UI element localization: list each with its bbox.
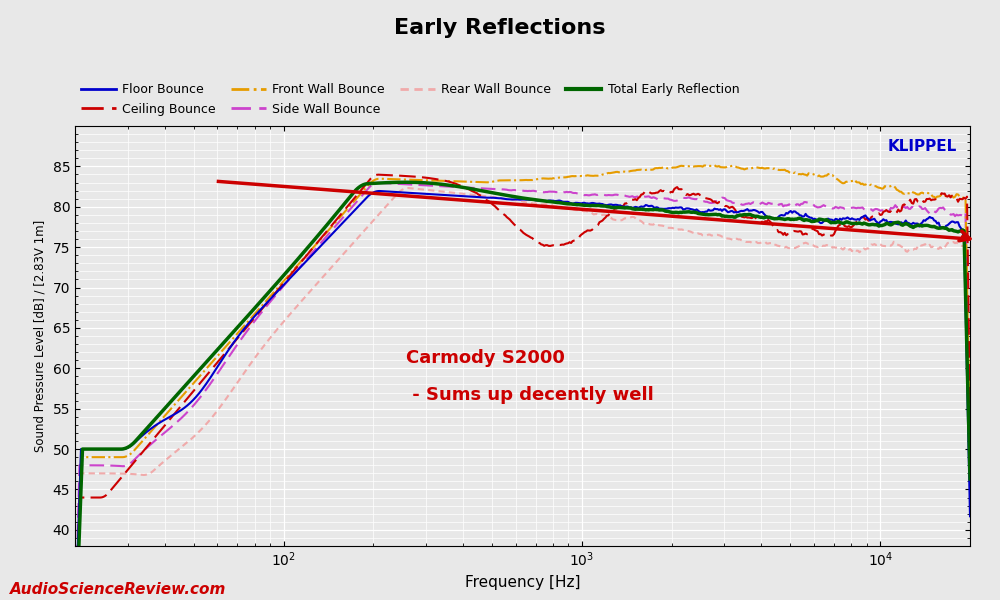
Rear Wall Bounce	[299, 293, 311, 301]
X-axis label: Frequency [Hz]: Frequency [Hz]	[465, 575, 580, 590]
Rear Wall Bounce	[744, 238, 756, 245]
Text: AudioScienceReview.com: AudioScienceReview.com	[10, 582, 226, 597]
Side Wall Bounce	[598, 191, 610, 199]
Front Wall Bounce	[964, 441, 976, 448]
Line: Ceiling Bounce: Ceiling Bounce	[75, 175, 970, 600]
Front Wall Bounce	[227, 334, 239, 341]
Text: Carmody S2000: Carmody S2000	[406, 349, 565, 367]
Text: Early Reflections: Early Reflections	[394, 18, 606, 38]
Ceiling Bounce	[598, 215, 610, 223]
Ceiling Bounce	[475, 193, 487, 200]
Front Wall Bounce	[474, 178, 486, 185]
Line: Rear Wall Bounce: Rear Wall Bounce	[75, 188, 970, 600]
Total Early Reflection	[399, 179, 411, 186]
Side Wall Bounce	[668, 197, 680, 205]
Y-axis label: Sound Pressure Level [dB] / [2.83V 1m]: Sound Pressure Level [dB] / [2.83V 1m]	[34, 220, 47, 452]
Front Wall Bounce	[596, 171, 608, 178]
Floor Bounce	[744, 207, 756, 214]
Floor Bounce	[299, 259, 311, 266]
Text: - Sums up decently well: - Sums up decently well	[406, 386, 654, 404]
Front Wall Bounce	[744, 165, 756, 172]
Front Wall Bounce	[667, 164, 679, 171]
Total Early Reflection	[299, 247, 311, 254]
Side Wall Bounce	[744, 200, 756, 208]
Front Wall Bounce	[708, 161, 720, 169]
Ceiling Bounce	[744, 214, 756, 221]
Floor Bounce	[598, 201, 610, 208]
Legend: Floor Bounce, Ceiling Bounce, Front Wall Bounce, Side Wall Bounce, Rear Wall Bou: Floor Bounce, Ceiling Bounce, Front Wall…	[81, 83, 739, 116]
Ceiling Bounce	[372, 171, 384, 178]
Side Wall Bounce	[475, 185, 487, 192]
Side Wall Bounce	[964, 484, 976, 491]
Ceiling Bounce	[668, 185, 680, 193]
Line: Front Wall Bounce: Front Wall Bounce	[75, 165, 970, 600]
Text: KLIPPEL: KLIPPEL	[887, 139, 957, 154]
Line: Floor Bounce: Floor Bounce	[75, 191, 970, 600]
Rear Wall Bounce	[227, 385, 239, 392]
Floor Bounce	[227, 340, 239, 347]
Ceiling Bounce	[227, 340, 239, 347]
Side Wall Bounce	[372, 179, 384, 187]
Total Early Reflection	[227, 328, 239, 335]
Front Wall Bounce	[299, 253, 311, 260]
Floor Bounce	[668, 205, 680, 212]
Rear Wall Bounce	[402, 184, 414, 191]
Total Early Reflection	[598, 202, 610, 209]
Rear Wall Bounce	[598, 211, 610, 218]
Floor Bounce	[374, 187, 386, 194]
Rear Wall Bounce	[475, 192, 487, 199]
Rear Wall Bounce	[964, 469, 976, 476]
Floor Bounce	[475, 194, 487, 201]
Rear Wall Bounce	[668, 226, 680, 233]
Floor Bounce	[964, 512, 976, 520]
Ceiling Bounce	[299, 254, 311, 261]
Total Early Reflection	[475, 187, 487, 194]
Total Early Reflection	[668, 209, 680, 216]
Line: Total Early Reflection: Total Early Reflection	[75, 182, 970, 600]
Line: Side Wall Bounce: Side Wall Bounce	[75, 183, 970, 600]
Side Wall Bounce	[299, 257, 311, 265]
Total Early Reflection	[964, 475, 976, 482]
Total Early Reflection	[744, 211, 756, 218]
Ceiling Bounce	[964, 416, 976, 423]
Side Wall Bounce	[227, 347, 239, 354]
